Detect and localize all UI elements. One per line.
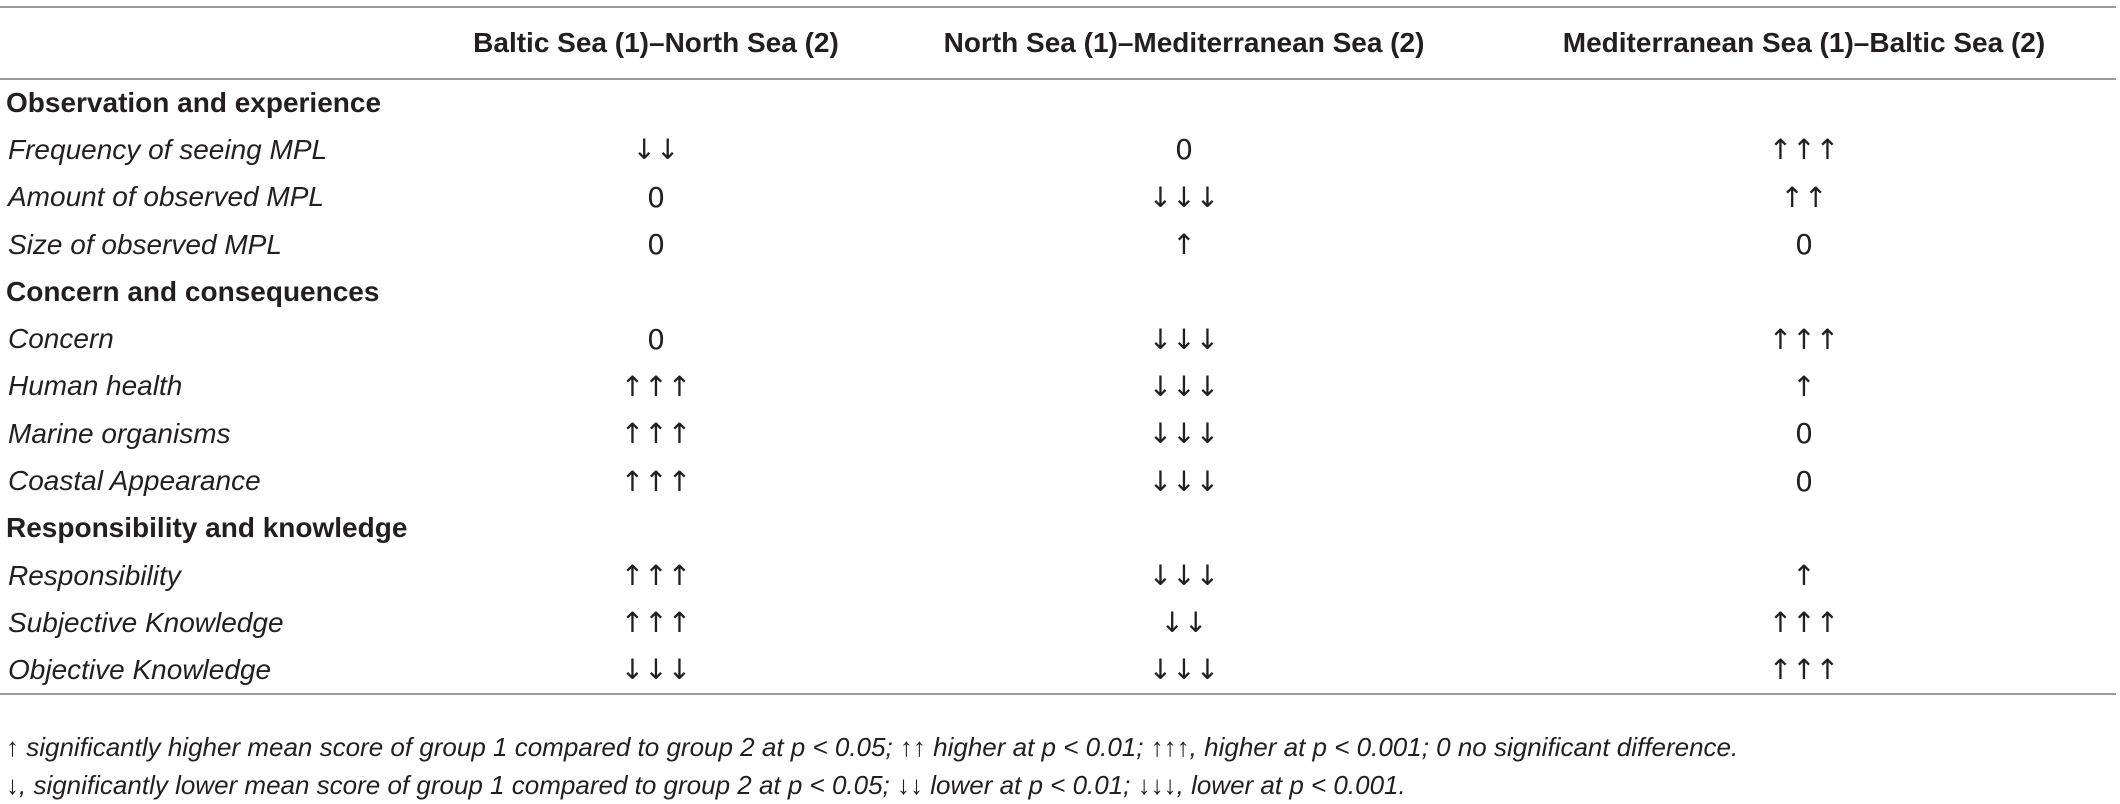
cell-value: ↑↑ xyxy=(1780,180,1828,214)
cell-value: ↑↑↑ xyxy=(1492,646,2116,695)
cell-value: ↓↓↓ xyxy=(1148,369,1220,403)
footnote-higher: ↑ significantly higher mean score of gro… xyxy=(6,732,1739,762)
cell-value: 0 xyxy=(1795,417,1813,451)
comparison-table: Baltic Sea (1)–North Sea (2) North Sea (… xyxy=(0,6,2116,695)
cell-value: ↓↓↓ xyxy=(1148,559,1220,593)
row-label: Amount of observed MPL xyxy=(8,181,324,213)
cell-value: ↓↓↓ xyxy=(1148,464,1220,498)
cell-value: ↓↓ xyxy=(632,133,680,167)
table-footnotes: ↑ significantly higher mean score of gro… xyxy=(6,728,2106,804)
table-row: Amount of observed MPL 0 ↓↓↓ ↑↑ xyxy=(0,174,2116,221)
table-row: Marine organisms ↑↑↑ ↓↓↓ 0 xyxy=(0,410,2116,457)
table-row: Size of observed MPL 0 ↑ 0 xyxy=(0,221,2116,268)
table-row: Human health ↑↑↑ ↓↓↓ ↑ xyxy=(0,363,2116,410)
row-label: Concern xyxy=(8,323,114,355)
cell-value: ↑↑↑ xyxy=(620,369,692,403)
table-body: Observation and experience Frequency of … xyxy=(0,79,2116,695)
row-label: Human health xyxy=(8,370,183,402)
cell-value: ↓↓↓ xyxy=(436,646,876,695)
table-header: Baltic Sea (1)–North Sea (2) North Sea (… xyxy=(0,6,2116,80)
section-title: Concern and consequences xyxy=(6,275,380,307)
cell-value: 0 xyxy=(1795,228,1813,262)
column-header-baltic-north: Baltic Sea (1)–North Sea (2) xyxy=(436,6,876,80)
column-header-north-mediterranean: North Sea (1)–Mediterranean Sea (2) xyxy=(876,6,1492,80)
cell-value: ↑↑↑ xyxy=(1768,322,1840,356)
footnote-lower: ↓, significantly lower mean score of gro… xyxy=(6,770,1406,800)
cell-value: 0 xyxy=(1175,133,1193,167)
cell-value: ↑↑↑ xyxy=(1768,133,1840,167)
cell-value: ↓↓↓ xyxy=(876,646,1492,695)
table-row: Frequency of seeing MPL ↓↓ 0 ↑↑↑ xyxy=(0,126,2116,173)
section-row: Observation and experience xyxy=(0,79,2116,126)
cell-value: ↑ xyxy=(1172,228,1196,262)
cell-value: ↑↑↑ xyxy=(620,559,692,593)
cell-value: ↓↓ xyxy=(1160,606,1208,640)
section-title: Observation and experience xyxy=(6,87,382,119)
cell-value: ↑↑↑ xyxy=(620,606,692,640)
header-row: Baltic Sea (1)–North Sea (2) North Sea (… xyxy=(0,6,2116,80)
cell-value: ↓↓↓ xyxy=(1148,322,1220,356)
row-label: Coastal Appearance xyxy=(8,465,261,497)
table-row: Responsibility ↑↑↑ ↓↓↓ ↑ xyxy=(0,552,2116,599)
cell-value: ↑↑↑ xyxy=(1768,606,1840,640)
cell-value: ↑↑↑ xyxy=(620,417,692,451)
table-row: Concern 0 ↓↓↓ ↑↑↑ xyxy=(0,315,2116,362)
table-row: Objective Knowledge ↓↓↓ ↓↓↓ ↑↑↑ xyxy=(0,646,2116,695)
cell-value: 0 xyxy=(647,180,665,214)
table-row: Subjective Knowledge ↑↑↑ ↓↓ ↑↑↑ xyxy=(0,599,2116,646)
row-label: Size of observed MPL xyxy=(8,228,282,260)
cell-value: ↓↓↓ xyxy=(1148,180,1220,214)
section-row: Responsibility and knowledge xyxy=(0,505,2116,552)
table-row: Coastal Appearance ↑↑↑ ↓↓↓ 0 xyxy=(0,457,2116,504)
cell-value: 0 xyxy=(1795,464,1813,498)
cell-value: ↓↓↓ xyxy=(1148,417,1220,451)
cell-value: 0 xyxy=(647,228,665,262)
cell-value: ↑↑↑ xyxy=(620,464,692,498)
row-label: Frequency of seeing MPL xyxy=(8,133,328,165)
cell-value: ↑ xyxy=(1792,369,1816,403)
column-header-empty xyxy=(0,6,436,80)
row-label: Marine organisms xyxy=(8,417,231,449)
section-title: Responsibility and knowledge xyxy=(6,512,408,544)
row-label: Subjective Knowledge xyxy=(8,606,284,638)
row-label: Objective Knowledge xyxy=(0,646,436,695)
row-label: Responsibility xyxy=(8,559,181,591)
cell-value: 0 xyxy=(647,322,665,356)
cell-value: ↑ xyxy=(1792,559,1816,593)
column-header-mediterranean-baltic: Mediterranean Sea (1)–Baltic Sea (2) xyxy=(1492,6,2116,80)
section-row: Concern and consequences xyxy=(0,268,2116,315)
